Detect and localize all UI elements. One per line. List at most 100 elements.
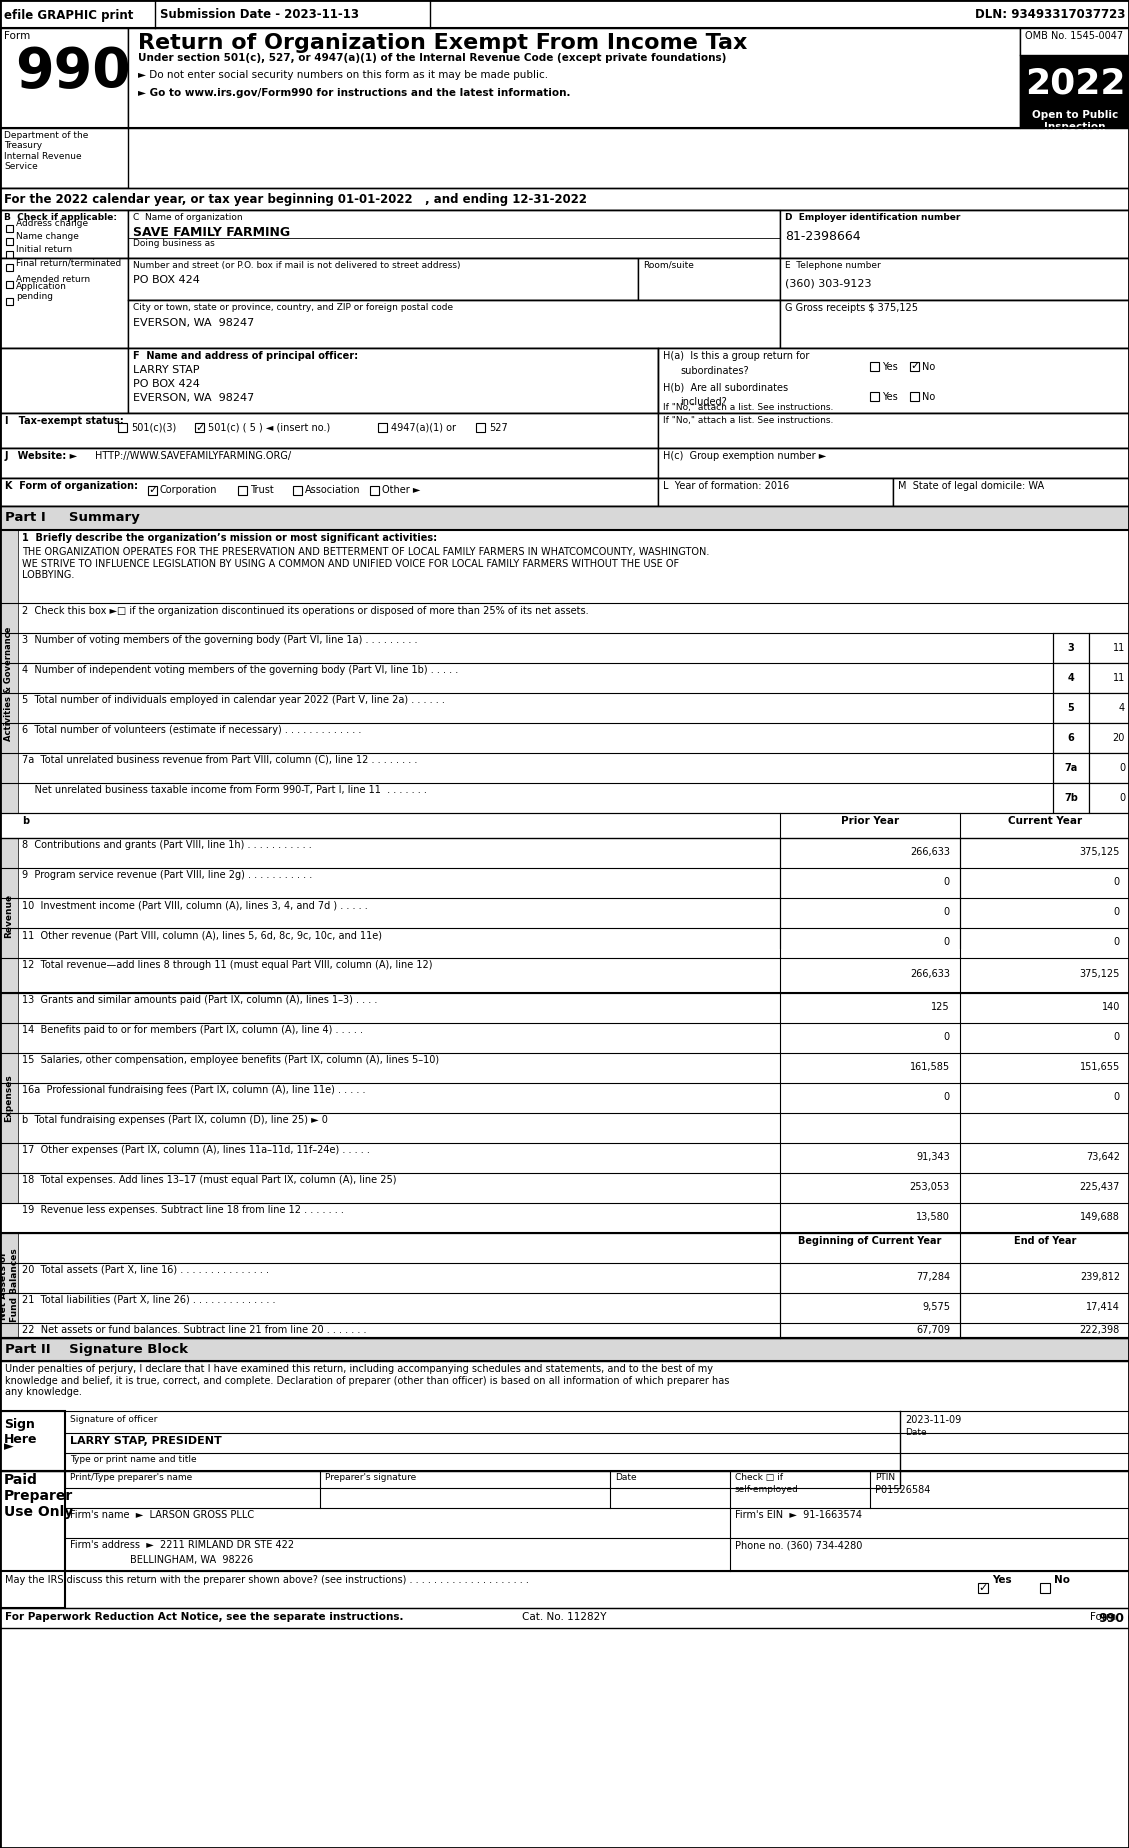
Text: Initial return: Initial return: [16, 246, 72, 253]
Text: 2  Check this box ►□ if the organization discontinued its operations or disposed: 2 Check this box ►□ if the organization …: [21, 606, 588, 615]
Text: PO BOX 424: PO BOX 424: [133, 275, 200, 285]
Text: 9,575: 9,575: [922, 1303, 949, 1312]
Bar: [0, 530, 18, 837]
Bar: [128, 259, 638, 299]
Bar: [0, 259, 128, 347]
Text: I   Tax-exempt status:: I Tax-exempt status:: [5, 416, 124, 427]
Bar: [1053, 784, 1089, 813]
Text: Date: Date: [615, 1473, 637, 1482]
Text: May the IRS discuss this return with the preparer shown above? (see instructions: May the IRS discuss this return with the…: [5, 1574, 528, 1586]
Text: BELLINGHAM, WA  98226: BELLINGHAM, WA 98226: [130, 1554, 253, 1565]
Bar: [0, 447, 658, 479]
Bar: [370, 486, 379, 495]
Text: 17  Other expenses (Part IX, column (A), lines 11a–11d, 11f–24e) . . . . .: 17 Other expenses (Part IX, column (A), …: [21, 1146, 370, 1155]
Text: 990: 990: [1099, 1611, 1124, 1624]
Text: Amended return: Amended return: [16, 275, 90, 285]
Text: For Paperwork Reduction Act Notice, see the separate instructions.: For Paperwork Reduction Act Notice, see …: [5, 1611, 403, 1623]
Text: Department of the
Treasury
Internal Revenue
Service: Department of the Treasury Internal Reve…: [5, 131, 88, 172]
Text: 151,655: 151,655: [1079, 1063, 1120, 1072]
Text: Final return/terminated: Final return/terminated: [16, 259, 121, 266]
Bar: [1053, 663, 1089, 693]
Text: Yes: Yes: [882, 392, 898, 403]
Text: ► Go to www.irs.gov/Form990 for instructions and the latest information.: ► Go to www.irs.gov/Form990 for instruct…: [138, 89, 570, 98]
Text: 22  Net assets or fund balances. Subtract line 21 from line 20 . . . . . . .: 22 Net assets or fund balances. Subtract…: [21, 1325, 367, 1334]
Bar: [148, 486, 157, 495]
Text: Doing business as: Doing business as: [133, 238, 215, 248]
Bar: [1053, 752, 1089, 784]
Bar: [128, 211, 780, 259]
Text: For the 2022 calendar year, or tax year beginning 01-01-2022   , and ending 12-3: For the 2022 calendar year, or tax year …: [5, 192, 587, 205]
Bar: [128, 28, 1019, 128]
Text: 990: 990: [15, 44, 131, 100]
Bar: [0, 506, 1129, 530]
Text: 0: 0: [1114, 907, 1120, 917]
Bar: [294, 486, 301, 495]
Bar: [658, 412, 1129, 447]
Text: 7b: 7b: [1064, 793, 1078, 804]
Bar: [1089, 663, 1129, 693]
Text: 0: 0: [1119, 793, 1124, 804]
Text: 125: 125: [931, 1002, 949, 1013]
Text: City or town, state or province, country, and ZIP or foreign postal code: City or town, state or province, country…: [133, 303, 453, 312]
Text: Net Assets or
Fund Balances: Net Assets or Fund Balances: [0, 1249, 19, 1323]
Text: 13  Grants and similar amounts paid (Part IX, column (A), lines 1–3) . . . .: 13 Grants and similar amounts paid (Part…: [21, 994, 377, 1005]
Text: Corporation: Corporation: [160, 484, 218, 495]
Text: 239,812: 239,812: [1079, 1271, 1120, 1283]
Bar: [0, 813, 1129, 837]
Text: 253,053: 253,053: [910, 1183, 949, 1192]
Bar: [6, 281, 14, 288]
Text: P01526584: P01526584: [875, 1486, 930, 1495]
Text: M  State of legal domicile: WA: M State of legal domicile: WA: [898, 480, 1044, 492]
Bar: [0, 188, 1129, 211]
Text: Association: Association: [305, 484, 360, 495]
Text: Net unrelated business taxable income from Form 990-T, Part I, line 11  . . . . : Net unrelated business taxable income fr…: [21, 785, 427, 795]
Text: 375,125: 375,125: [1079, 846, 1120, 857]
Text: OMB No. 1545-0047: OMB No. 1545-0047: [1025, 31, 1123, 41]
Bar: [638, 259, 780, 299]
Text: ✓: ✓: [195, 423, 204, 432]
Text: Form: Form: [1091, 1611, 1120, 1623]
Bar: [128, 347, 658, 412]
Text: Open to Public
Inspection: Open to Public Inspection: [1032, 111, 1118, 131]
Text: Preparer's signature: Preparer's signature: [325, 1473, 417, 1482]
Text: Date: Date: [905, 1429, 927, 1438]
Text: 77,284: 77,284: [916, 1271, 949, 1283]
Bar: [1089, 784, 1129, 813]
Text: 20: 20: [1112, 734, 1124, 743]
Text: (360) 303-9123: (360) 303-9123: [785, 277, 872, 288]
Bar: [658, 447, 1129, 479]
Text: Application
pending: Application pending: [16, 281, 67, 301]
Bar: [1053, 693, 1089, 723]
Bar: [476, 423, 485, 432]
Text: b  Total fundraising expenses (Part IX, column (D), line 25) ► 0: b Total fundraising expenses (Part IX, c…: [21, 1114, 327, 1125]
Text: 15  Salaries, other compensation, employee benefits (Part IX, column (A), lines : 15 Salaries, other compensation, employe…: [21, 1055, 439, 1064]
Text: LARRY STAP: LARRY STAP: [133, 366, 200, 375]
Text: Return of Organization Exempt From Income Tax: Return of Organization Exempt From Incom…: [138, 33, 747, 54]
Text: 0: 0: [1119, 763, 1124, 772]
Text: 4  Number of independent voting members of the governing body (Part VI, line 1b): 4 Number of independent voting members o…: [21, 665, 458, 675]
Text: 9  Program service revenue (Part VIII, line 2g) . . . . . . . . . . .: 9 Program service revenue (Part VIII, li…: [21, 870, 313, 880]
Text: 501(c) ( 5 ) ◄ (insert no.): 501(c) ( 5 ) ◄ (insert no.): [208, 423, 331, 432]
Bar: [378, 423, 387, 432]
Bar: [6, 225, 14, 233]
Text: H(b)  Are all subordinates: H(b) Are all subordinates: [663, 383, 788, 392]
Bar: [6, 264, 14, 272]
Text: 501(c)(3): 501(c)(3): [131, 423, 176, 432]
Text: Firm's EIN  ►  91-1663574: Firm's EIN ► 91-1663574: [735, 1510, 863, 1521]
Text: 0: 0: [1114, 1031, 1120, 1042]
Bar: [1089, 723, 1129, 752]
Text: 0: 0: [944, 937, 949, 946]
Text: Revenue: Revenue: [5, 893, 14, 937]
Bar: [780, 299, 1129, 347]
Bar: [128, 299, 780, 347]
Text: 222,398: 222,398: [1079, 1325, 1120, 1334]
Text: Activities & Governance: Activities & Governance: [5, 626, 14, 741]
Text: H(c)  Group exemption number ►: H(c) Group exemption number ►: [663, 451, 826, 460]
Text: Yes: Yes: [882, 362, 898, 371]
Bar: [780, 211, 1129, 259]
Text: ✓: ✓: [148, 484, 157, 495]
Bar: [870, 362, 879, 371]
Text: 17,414: 17,414: [1086, 1303, 1120, 1312]
Text: ✓: ✓: [978, 1584, 988, 1593]
Text: 2022: 2022: [1025, 67, 1126, 102]
